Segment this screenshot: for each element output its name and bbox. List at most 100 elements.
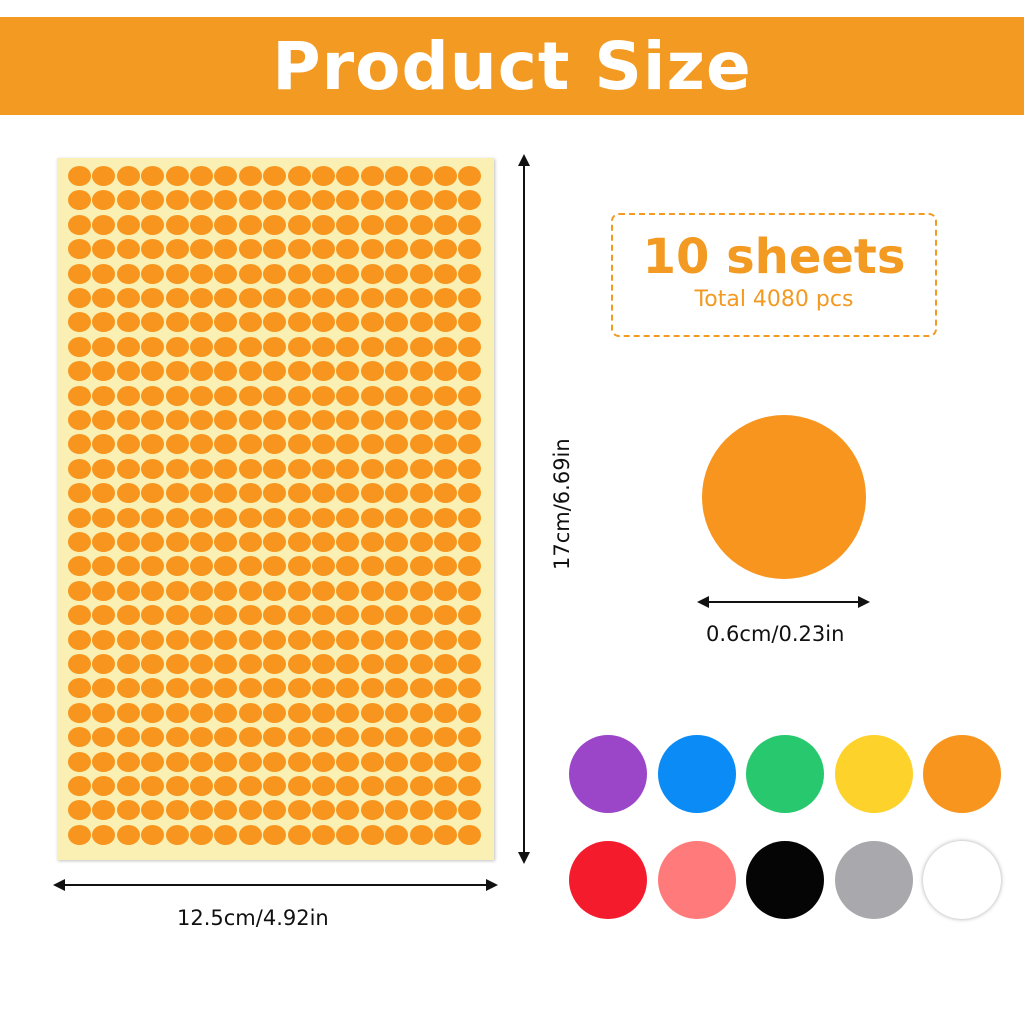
dot-sticker [312, 532, 335, 552]
dot-sticker [360, 654, 384, 674]
dot-sticker [360, 385, 384, 406]
dot-sticker [116, 166, 140, 186]
dot-sticker [263, 629, 287, 650]
dot-sticker [287, 824, 311, 845]
dot-sticker [434, 702, 457, 723]
dot-sticker [409, 483, 433, 504]
dot-sticker [385, 483, 409, 504]
dot-sticker [68, 263, 91, 284]
dot-sticker [165, 800, 189, 821]
dot-sticker [360, 727, 384, 748]
dot-sticker [360, 678, 384, 699]
dot-sticker [336, 361, 360, 382]
dot-sticker [434, 580, 457, 601]
dot-sticker [92, 336, 116, 357]
dot-sticker [287, 776, 311, 796]
dot-sticker [434, 654, 457, 674]
dot-sticker [263, 824, 287, 845]
dot-sticker [263, 434, 287, 455]
dot-sticker [263, 556, 287, 577]
dot-sticker [409, 288, 433, 308]
dot-sticker [336, 458, 360, 479]
dot-sticker [190, 483, 213, 504]
dot-sticker [214, 751, 238, 772]
dot-sticker [141, 166, 165, 186]
dot-sticker [458, 580, 482, 601]
dot-sticker [190, 336, 213, 357]
dot-sticker [238, 824, 262, 845]
dot-sticker [458, 263, 482, 284]
dot-sticker [458, 507, 482, 528]
dot-sticker [238, 727, 262, 748]
dot-sticker [165, 824, 189, 845]
dot-sticker [116, 727, 140, 748]
dot-sticker [385, 361, 409, 382]
dot-sticker [336, 824, 360, 845]
dot-sticker [312, 288, 335, 308]
dot-sticker [190, 166, 213, 186]
dot-sticker [360, 239, 384, 260]
dot-sticker [238, 702, 262, 723]
sticker-sheet [57, 158, 494, 860]
dot-sticker [165, 434, 189, 455]
dot-sticker [263, 214, 287, 235]
dot-sticker [360, 751, 384, 772]
dot-sticker [165, 483, 189, 504]
dot-sticker [409, 678, 433, 699]
dot-sticker [458, 458, 482, 479]
dot-sticker [141, 605, 165, 626]
dot-sticker [214, 458, 238, 479]
dot-sticker [68, 678, 91, 699]
dot-sticker [312, 776, 335, 796]
dot-sticker [409, 166, 433, 186]
dot-sticker [287, 629, 311, 650]
dot-sticker [214, 580, 238, 601]
dot-sticker [434, 434, 457, 455]
dot-sticker [409, 361, 433, 382]
dot-sticker [214, 385, 238, 406]
dot-sticker [263, 458, 287, 479]
dot-sticker [116, 654, 140, 674]
dot-sticker [336, 702, 360, 723]
dot-sticker [190, 507, 213, 528]
dot-sticker [385, 654, 409, 674]
dot-sticker [141, 483, 165, 504]
dot-sticker [312, 410, 335, 430]
dot-sticker [92, 166, 116, 186]
dot-sticker [238, 385, 262, 406]
dot-sticker [336, 800, 360, 821]
dot-sticker [165, 605, 189, 626]
dot-sticker [458, 629, 482, 650]
dot-sticker [287, 702, 311, 723]
dot-sticker [214, 507, 238, 528]
dot-sticker [385, 434, 409, 455]
dot-sticker [287, 214, 311, 235]
dot-sticker [68, 727, 91, 748]
dot-sticker [434, 824, 457, 845]
dot-sticker [92, 190, 116, 211]
dot-sticker [92, 605, 116, 626]
dot-sticker [68, 361, 91, 382]
dot-sticker [116, 556, 140, 577]
dot-sticker [458, 727, 482, 748]
color-swatch [657, 735, 736, 813]
dot-sticker [116, 507, 140, 528]
dot-sticker [238, 678, 262, 699]
dot-sticker [263, 751, 287, 772]
dot-sticker [385, 727, 409, 748]
dot-sticker [68, 239, 91, 260]
dot-sticker [385, 385, 409, 406]
dot-sticker [92, 751, 116, 772]
dot-sticker [458, 288, 482, 308]
dot-sticker [434, 214, 457, 235]
dot-sticker [238, 166, 262, 186]
dot-sticker [360, 214, 384, 235]
dot-sticker [141, 532, 165, 552]
dot-sticker [287, 166, 311, 186]
dot-sticker [116, 288, 140, 308]
dot-sticker [190, 263, 213, 284]
dot-sticker [360, 824, 384, 845]
dot-sticker [385, 312, 409, 333]
dot-sticker [141, 385, 165, 406]
dot-sticker [312, 727, 335, 748]
